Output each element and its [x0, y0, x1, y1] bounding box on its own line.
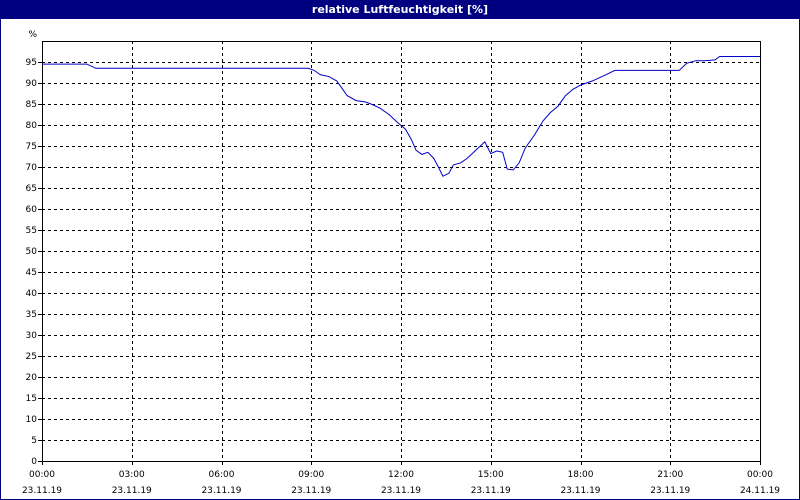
chart-title: relative Luftfeuchtigkeit [%] — [1, 1, 799, 19]
y-tick-label: 75 — [26, 142, 37, 152]
y-tick-label: 35 — [26, 310, 37, 320]
x-axis: 00:00 23.11.19 03:00 23.11.19 06:00 23.11.19 0… — [22, 461, 780, 496]
x-tick-time-label: 09:00 — [298, 470, 324, 480]
x-tick-time-label: 18:00 — [568, 470, 594, 480]
y-tick-label: 20 — [26, 373, 38, 383]
y-tick-label: 40 — [26, 289, 38, 299]
x-tick-date-label: 24.11.19 — [740, 486, 780, 496]
y-tick-label: 85 — [26, 100, 37, 110]
y-tick-label: 45 — [26, 268, 37, 278]
x-tick-date-label: 23.11.19 — [112, 486, 152, 496]
y-tick-label: 90 — [26, 79, 38, 89]
y-tick-label: 55 — [26, 226, 37, 236]
x-tick-time-label: 15:00 — [478, 470, 504, 480]
y-tick-label: 80 — [26, 121, 38, 131]
x-tick-date-label: 23.11.19 — [291, 486, 331, 496]
humidity-series-line — [42, 56, 760, 177]
x-tick-time-label: 03:00 — [119, 470, 145, 480]
y-tick-label: 60 — [26, 205, 38, 215]
y-axis: 0 5 10 15 20 25 30 35 40 45 50 55 60 65 70 75 80 85 90 95 — [26, 58, 42, 467]
x-tick-time-label: 00:00 — [29, 470, 55, 480]
x-tick-date-label: 23.11.19 — [201, 486, 241, 496]
x-tick-date-label: 23.11.19 — [560, 486, 600, 496]
x-tick-date-label: 23.11.19 — [381, 486, 421, 496]
grid-lines — [42, 41, 760, 461]
y-tick-label: 70 — [26, 163, 38, 173]
y-tick-label: 0 — [31, 457, 37, 467]
x-tick-date-label: 23.11.19 — [650, 486, 690, 496]
x-tick-time-label: 12:00 — [388, 470, 414, 480]
y-tick-label: 30 — [26, 331, 38, 341]
x-tick-time-label: 06:00 — [209, 470, 235, 480]
x-tick-date-label: 23.11.19 — [471, 486, 511, 496]
y-tick-label: 25 — [26, 352, 37, 362]
y-tick-label: 50 — [26, 247, 38, 257]
y-tick-label: 65 — [26, 184, 37, 194]
y-tick-label: 10 — [26, 415, 38, 425]
y-axis-unit-label: % — [28, 30, 37, 40]
y-tick-label: 15 — [26, 394, 37, 404]
y-tick-label: 5 — [31, 436, 37, 446]
x-tick-time-label: 21:00 — [657, 470, 683, 480]
x-tick-date-label: 23.11.19 — [22, 486, 62, 496]
x-tick-time-label: 00:00 — [747, 470, 773, 480]
y-tick-label: 95 — [26, 58, 37, 68]
